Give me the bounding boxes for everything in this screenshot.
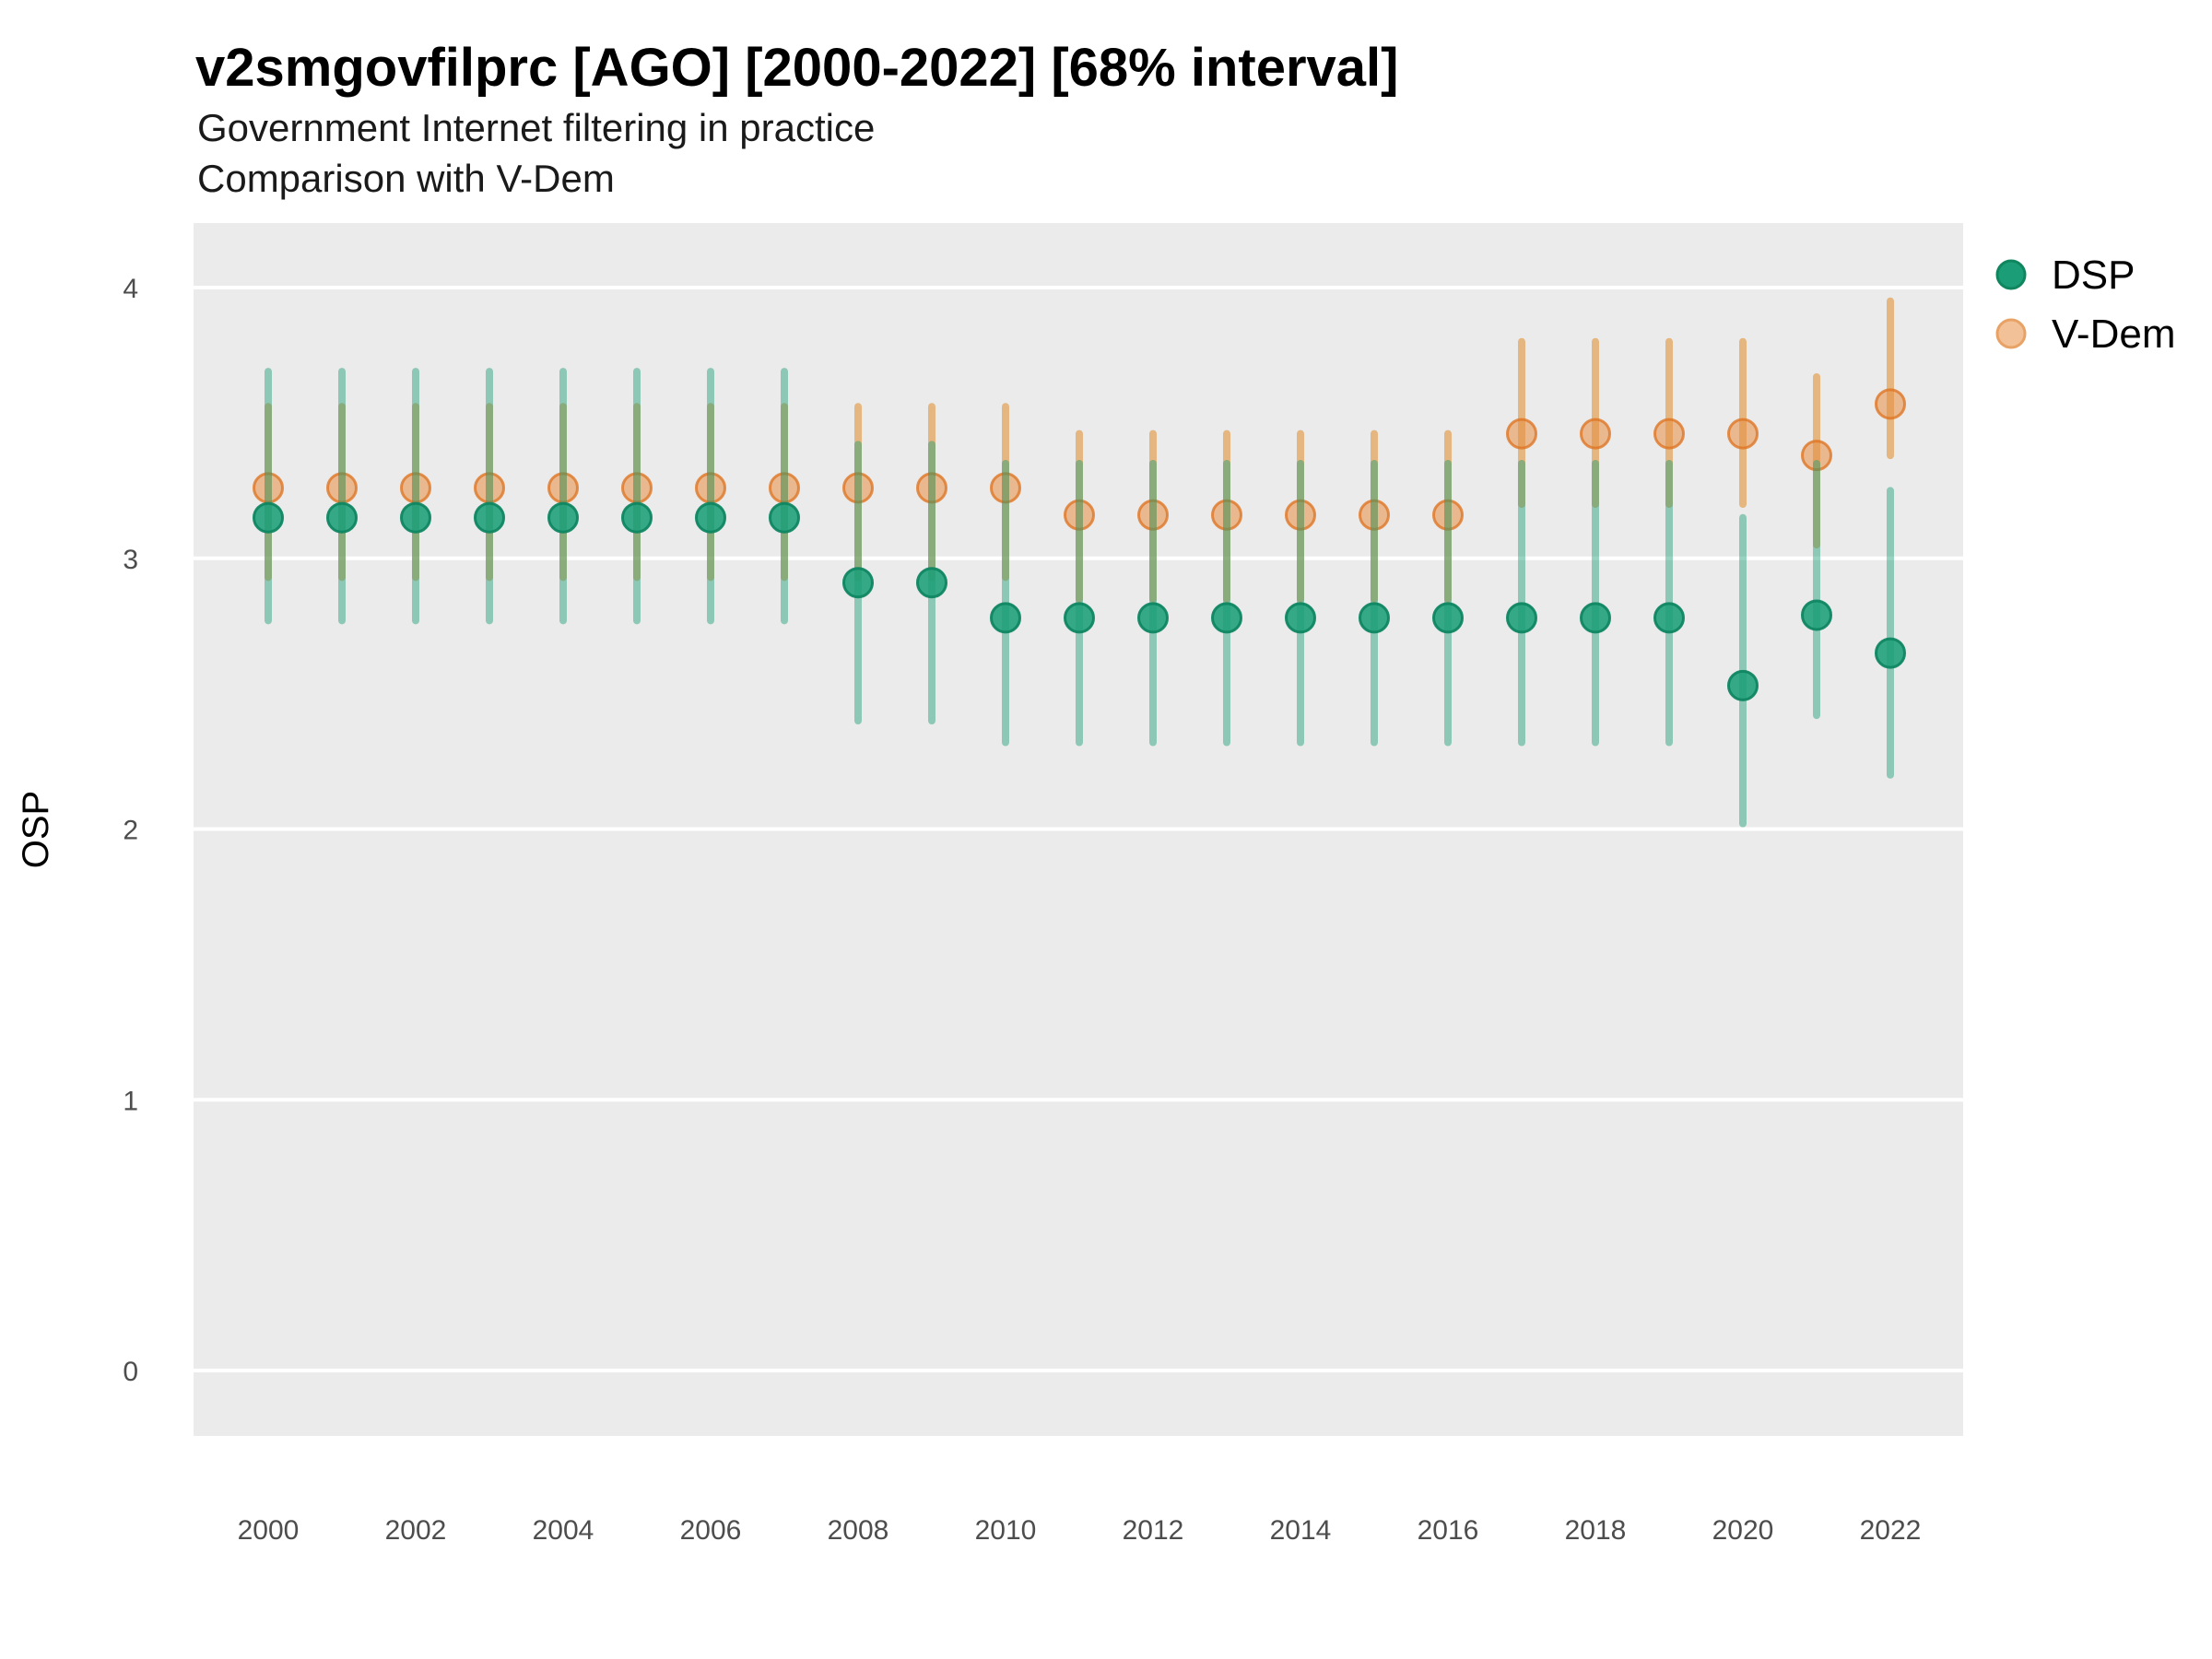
chart-title: v2smgovfilprc [AGO] [2000-2022] [68% int… <box>195 38 1398 98</box>
x-tick-label: 2014 <box>1270 1515 1332 1546</box>
x-tick-label: 2008 <box>828 1515 889 1546</box>
dsp-point <box>253 501 284 534</box>
x-tick-label: 2002 <box>385 1515 447 1546</box>
dsp-point <box>695 501 726 534</box>
dsp-point <box>326 501 358 534</box>
vdem-point <box>1432 499 1464 531</box>
dsp-point <box>1211 602 1242 634</box>
series-layer-vdem <box>253 297 1906 603</box>
vdem-point <box>1285 499 1316 531</box>
x-tick-label: 2010 <box>975 1515 1037 1546</box>
x-tick-label: 2016 <box>1418 1515 1479 1546</box>
x-tick-label: 2012 <box>1123 1515 1184 1546</box>
vdem-point <box>1727 418 1759 450</box>
vdem-point <box>1580 418 1611 450</box>
y-tick-label: 2 <box>123 816 138 846</box>
y-tick-label: 1 <box>123 1086 138 1116</box>
vdem-point <box>1359 499 1390 531</box>
dsp-point <box>1801 599 1832 631</box>
vdem-point <box>1875 388 1906 420</box>
dsp-point <box>842 567 874 599</box>
x-tick-label: 2000 <box>238 1515 300 1546</box>
vdem-point <box>1506 418 1537 450</box>
x-tick-label: 2018 <box>1565 1515 1627 1546</box>
chart-subtitle-comparison: Comparison with V-Dem <box>197 157 615 200</box>
legend-dsp-dot-icon <box>1995 259 2027 290</box>
dsp-point <box>769 501 800 534</box>
vdem-point <box>916 472 947 504</box>
legend-vdem-dot-icon <box>1995 318 2027 349</box>
dsp-point <box>1432 602 1464 634</box>
y-tick-label: 0 <box>123 1357 138 1387</box>
x-tick-label: 2020 <box>1712 1515 1774 1546</box>
vdem-point <box>990 472 1021 504</box>
chart-subtitle: Government Internet filtering in practic… <box>197 106 875 149</box>
dsp-point <box>1064 602 1095 634</box>
legend: DSP V-Dem <box>1995 253 2175 357</box>
vdem-point <box>1064 499 1095 531</box>
data-marks <box>253 297 1906 828</box>
dsp-point <box>1580 602 1611 634</box>
vdem-point <box>1137 499 1169 531</box>
vdem-point <box>1211 499 1242 531</box>
series-layer-dsp <box>253 368 1906 828</box>
dsp-point <box>621 501 653 534</box>
vdem-point <box>1653 418 1685 450</box>
dsp-point <box>1285 602 1316 634</box>
dsp-point <box>1137 602 1169 634</box>
y-tick-label: 3 <box>123 545 138 575</box>
x-tick-label: 2022 <box>1860 1515 1922 1546</box>
y-tick-label: 4 <box>123 274 138 304</box>
x-tick-label: 2006 <box>680 1515 742 1546</box>
y-axis-title: OSP <box>16 791 56 868</box>
vdem-point <box>842 472 874 504</box>
legend-dsp-label: DSP <box>2052 253 2135 298</box>
dsp-point <box>916 567 947 599</box>
vdem-point <box>1801 440 1832 472</box>
dsp-point <box>474 501 505 534</box>
dsp-point <box>1653 602 1685 634</box>
dsp-point <box>1727 669 1759 701</box>
dsp-point <box>400 501 431 534</box>
dsp-point <box>547 501 579 534</box>
dsp-point <box>1359 602 1390 634</box>
legend-vdem-label: V-Dem <box>2052 312 2175 357</box>
dsp-point <box>1506 602 1537 634</box>
x-tick-label: 2004 <box>533 1515 594 1546</box>
dsp-point <box>1875 637 1906 669</box>
axis-tick-labels: 0 1 2 3 4 2000 2002 2004 2006 2008 2010 2012 2014 201… <box>123 274 1921 1546</box>
dsp-point <box>990 602 1021 634</box>
